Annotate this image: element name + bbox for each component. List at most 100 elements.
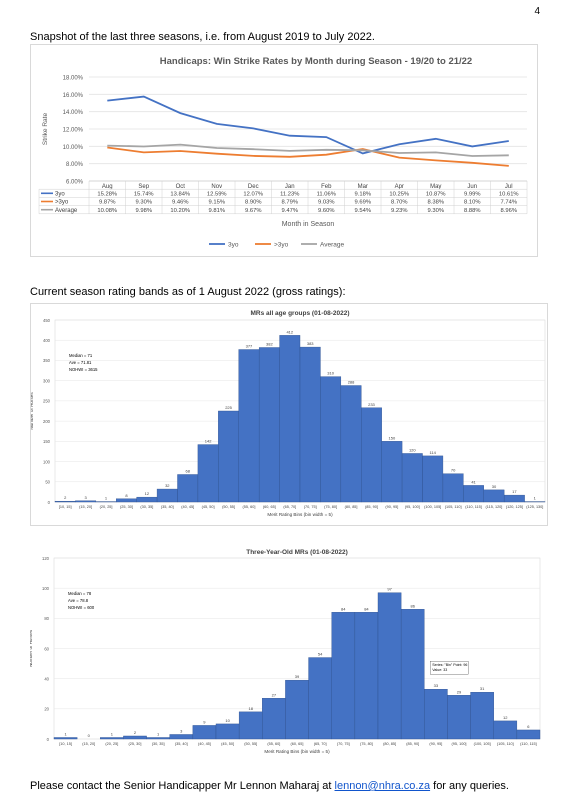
footer-contact: Please contact the Senior Handicapper Mr… (30, 780, 509, 792)
x-tick-label: (55, 60] (267, 742, 280, 746)
x-tick-label: Jun (467, 184, 477, 190)
histogram-bar (401, 453, 423, 503)
table-cell: 8.88% (464, 208, 480, 214)
y-tick-label: 350 (43, 358, 51, 363)
x-tick-label: (45, 50] (202, 505, 215, 509)
histogram-bar (424, 689, 448, 740)
table-cell: 9.87% (99, 200, 115, 206)
bar-data-label: 2 (134, 730, 137, 735)
x-axis-label: Merit Rating Bins (bin width = 5) (264, 749, 330, 754)
histogram-bar (442, 473, 464, 503)
histogram-bar (299, 346, 321, 503)
bar-data-label: 150 (389, 435, 396, 440)
histogram-bar (238, 349, 260, 503)
bar-data-label: 1 (64, 731, 67, 736)
bar-data-label: 33 (434, 683, 439, 688)
bar-data-label: 86 (410, 603, 415, 608)
y-tick-label: 12.00% (63, 128, 84, 134)
three-year-old-chart-frame: Three-Year-Old MRs (01-08-2022) 0 20 40 60 80… (28, 545, 548, 760)
histogram-bar (463, 485, 484, 503)
bar-data-label: 32 (165, 483, 170, 488)
bar-data-label: 84 (341, 606, 346, 611)
histogram-bar (331, 612, 356, 740)
series-line-average (107, 143, 509, 157)
table-cell: 10.20% (170, 208, 190, 214)
table-cell: 11.23% (280, 191, 299, 197)
series-line-3yo (107, 95, 509, 155)
histogram-bar (192, 725, 217, 740)
strike-rate-chart-frame: Handicaps: Win Strike Rates by Month dur… (30, 44, 538, 257)
table-cell: 12.07% (243, 191, 263, 197)
table-cell: 10.87% (426, 191, 446, 197)
bar-data-label: 382 (266, 342, 273, 347)
footer-prefix: Please contact the Senior Handicapper Mr… (30, 780, 335, 792)
histogram-bar (493, 720, 518, 740)
x-tick-label: Feb (321, 184, 332, 190)
histogram-bar (361, 407, 382, 503)
legend-label: >3yo (274, 242, 289, 249)
bar-data-label: 70 (451, 468, 456, 473)
y-tick-label: 0 (48, 500, 51, 505)
bar-data-label: 68 (185, 468, 190, 473)
x-tick-label: (110, 115] (465, 505, 482, 509)
histogram-bar (516, 729, 541, 740)
bar-data-label: 1 (534, 496, 537, 501)
x-tick-label: (80, 85] (345, 505, 358, 509)
y-axis-label: Number of Horses (31, 392, 34, 430)
bar-data-label: 310 (327, 371, 334, 376)
x-tick-label: (30, 35] (140, 505, 153, 509)
x-tick-label: (60, 65] (291, 742, 304, 746)
histogram-bar (340, 385, 362, 503)
x-tick-label: Jan (285, 184, 295, 190)
x-tick-label: (50, 55] (222, 505, 235, 509)
email-link[interactable]: lennon@nhra.co.za (334, 780, 431, 792)
table-cell: 9.67% (245, 208, 261, 214)
y-tick-label: 400 (43, 338, 51, 343)
histogram-bar (470, 692, 494, 740)
table-series-name: 3yo (55, 191, 65, 197)
stats-annotation: Median = 78 (68, 591, 92, 596)
x-tick-label: (70, 75] (304, 505, 317, 509)
table-cell: 9.23% (391, 208, 407, 214)
table-cell: 9.69% (355, 200, 371, 206)
callout-text: Value: 33 (432, 668, 447, 672)
strike-rate-line-chart: Handicaps: Win Strike Rates by Month dur… (38, 56, 528, 249)
bar-data-label: 377 (246, 344, 253, 349)
bar-data-label: 412 (286, 329, 293, 334)
x-tick-label: (85, 90] (365, 505, 378, 509)
x-tick-label: (20, 25] (105, 742, 118, 746)
intro-paragraph: Snapshot of the last three seasons, i.e.… (30, 31, 375, 43)
table-cell: 9.30% (136, 200, 152, 206)
bar-data-label: 1 (111, 731, 114, 736)
x-tick-label: (115, 120] (486, 505, 503, 509)
table-cell: 15.28% (97, 191, 117, 197)
histogram-bar (238, 711, 263, 740)
histogram-bar (354, 612, 379, 740)
x-tick-label: (80, 85] (383, 742, 396, 746)
stats-annotation: NOHWI = 3615 (69, 367, 98, 372)
histogram-bar (215, 723, 240, 740)
y-tick-label: 250 (43, 399, 51, 404)
table-cell: 8.90% (245, 200, 261, 206)
x-tick-label: (75, 80] (324, 505, 337, 509)
x-tick-label: (90, 95] (385, 505, 398, 509)
histogram-bar (116, 498, 137, 503)
x-tick-label: Dec (248, 184, 259, 190)
histogram-bar (400, 609, 425, 740)
bar-data-label: 225 (225, 405, 232, 410)
table-cell: 9.81% (209, 208, 225, 214)
x-tick-label: [10, 15] (59, 742, 72, 746)
histogram-bar (100, 737, 124, 740)
table-cell: 13.84% (170, 191, 190, 197)
bar-data-label: 114 (430, 450, 437, 455)
x-tick-label: (100, 105] (474, 742, 491, 746)
bar-data-label: 9 (203, 719, 206, 724)
histogram-bar (177, 474, 199, 503)
bar-data-label: 2 (64, 495, 67, 500)
x-tick-label: Sep (138, 184, 149, 190)
bar-data-label: 120 (409, 447, 416, 452)
table-cell: 9.60% (318, 208, 334, 214)
bar-data-label: 1 (105, 496, 108, 501)
bar-data-label: 233 (368, 402, 375, 407)
x-tick-label: (100, 105] (424, 505, 441, 509)
